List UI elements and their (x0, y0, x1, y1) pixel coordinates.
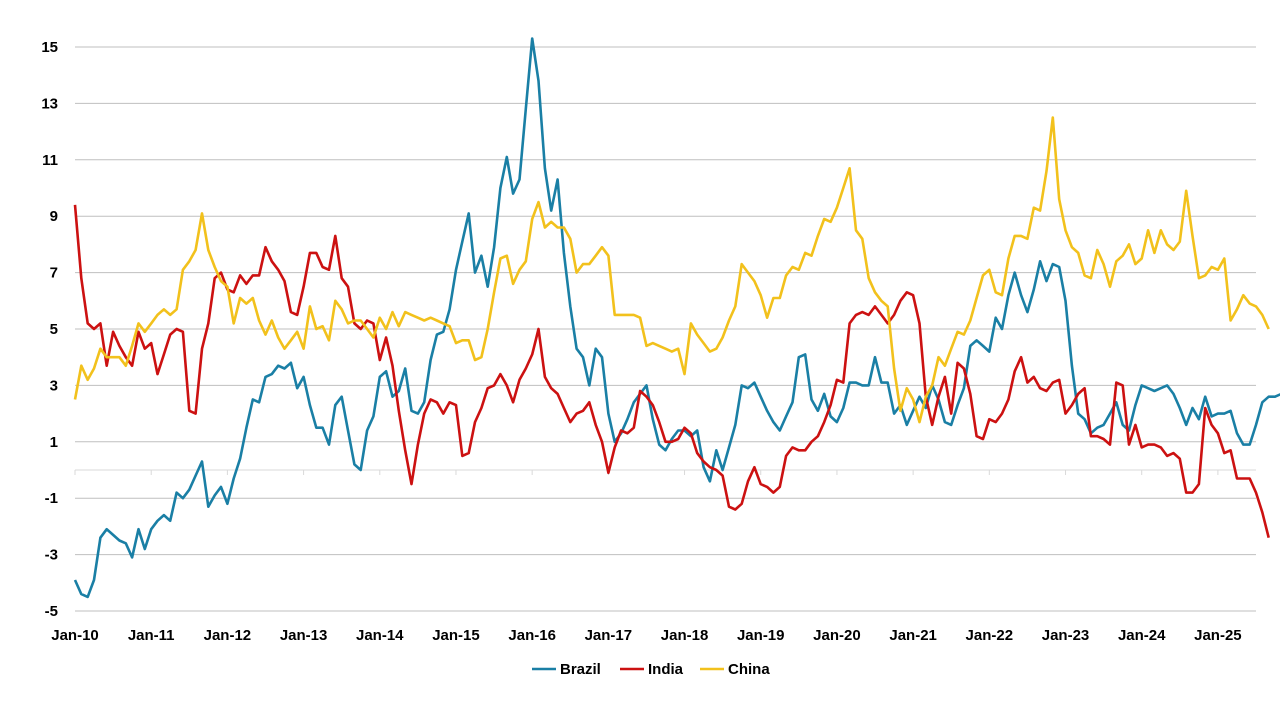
x-tick-label: Jan-10 (51, 627, 99, 644)
legend: Brazil India China (532, 661, 770, 678)
y-tick-label: 13 (41, 95, 58, 112)
x-tick-label: Jan-17 (585, 627, 633, 644)
legend-label-china: China (728, 661, 770, 678)
x-axis: Jan-10 Jan-11 Jan-12 Jan-13 Jan-14 Jan-15 Jan-… (51, 469, 1256, 644)
x-tick-label: Jan-19 (737, 627, 785, 644)
x-tick-label: Jan-20 (813, 627, 861, 644)
y-tick-label: 5 (50, 321, 58, 338)
x-tick-label: Jan-21 (889, 627, 937, 644)
x-tick-label: Jan-23 (1042, 627, 1090, 644)
y-tick-label: 3 (50, 377, 58, 394)
x-tick-label: Jan-14 (356, 627, 404, 644)
x-tick-label: Jan-13 (280, 627, 328, 644)
series-line-india (73, 204, 1270, 539)
y-tick-label: 15 (41, 39, 58, 56)
x-tick-label: Jan-11 (128, 627, 175, 644)
y-tick-label: 1 (50, 434, 58, 451)
y-tick-label: 9 (50, 208, 58, 225)
legend-label-brazil: Brazil (560, 661, 601, 678)
series-lines (73, 37, 1280, 599)
x-tick-label: Jan-12 (204, 627, 252, 644)
series-line-brazil (73, 37, 1280, 599)
x-tick-label: Jan-18 (661, 627, 709, 644)
y-tick-label: -1 (45, 490, 58, 507)
y-tick-label: -5 (45, 603, 58, 620)
gridlines (75, 46, 1256, 612)
x-tick-label: Jan-25 (1194, 627, 1242, 644)
x-tick-label: Jan-22 (966, 627, 1014, 644)
y-tick-label: -3 (45, 547, 58, 564)
x-tick-label: Jan-15 (432, 627, 480, 644)
x-tick-label: Jan-24 (1118, 627, 1166, 644)
series-line-china (73, 116, 1270, 424)
legend-label-india: India (648, 661, 684, 678)
y-tick-label: 7 (50, 265, 58, 282)
y-tick-label: 11 (42, 152, 58, 169)
x-tick-label: Jan-16 (508, 627, 556, 644)
y-axis-ticks: 15 13 11 9 7 5 3 1 -1 -3 -5 (41, 39, 58, 620)
